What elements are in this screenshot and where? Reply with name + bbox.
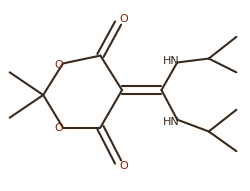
Text: HN: HN	[163, 117, 180, 127]
Text: O: O	[54, 123, 63, 133]
Text: O: O	[120, 161, 128, 171]
Text: HN: HN	[163, 56, 180, 66]
Text: O: O	[120, 14, 128, 24]
Text: O: O	[54, 60, 63, 70]
